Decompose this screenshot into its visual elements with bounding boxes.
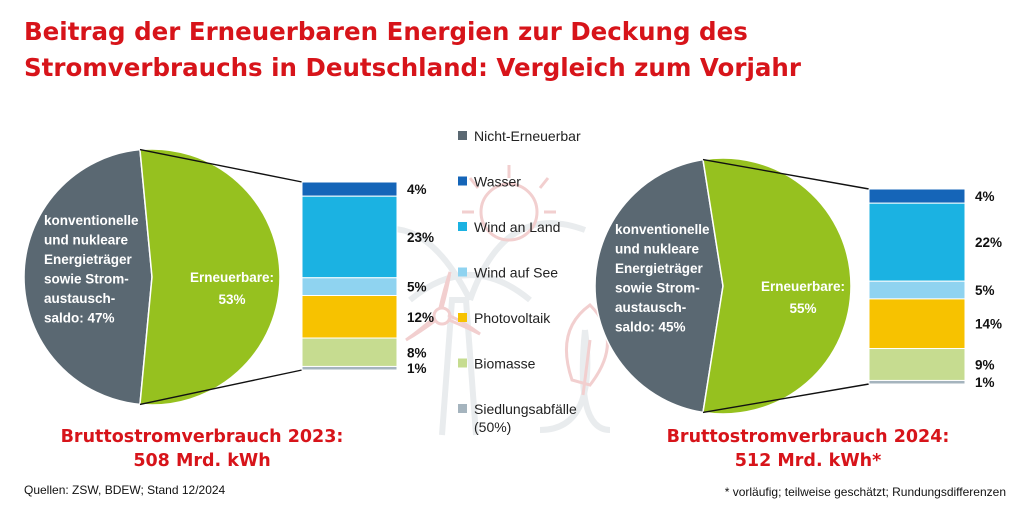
legend-swatch — [458, 267, 467, 277]
legend-swatch — [458, 222, 467, 231]
legend-label: Photovoltaik — [474, 310, 551, 326]
pie-label-erneuerbare: Erneuerbare: 55% — [761, 279, 845, 316]
legend: Nicht-Erneuerbar Wasser Wind an Land Wind a… — [458, 128, 581, 435]
source-note: Quellen: ZSW, BDEW; Stand 12/2024 — [24, 483, 226, 497]
bar-value-label: 22% — [975, 235, 1002, 250]
legend-swatch — [458, 313, 467, 322]
pie-label-nicht-erneuerbar: konventionelle und nukleare Energieträger s… — [615, 222, 710, 335]
bar-segment — [868, 280, 966, 300]
pie-slice-nicht-erneuerbar — [594, 158, 724, 414]
legend-label: Wind an Land — [474, 219, 560, 235]
legend-label: Wasser — [474, 174, 521, 190]
bar-value-label: 8% — [407, 345, 427, 360]
pie-label-nicht-erneuerbar: konventionelle und nukleare Energieträger s… — [44, 213, 139, 326]
subtitle-2024-line-2: 512 Mrd. kWh* — [734, 451, 882, 471]
sun-graphic — [462, 165, 556, 242]
title-line-1: Beitrag der Erneuerbaren Energien zur De… — [24, 17, 748, 46]
bar-value-label: 14% — [975, 317, 1002, 332]
bar-value-label: 23% — [407, 230, 434, 245]
subtitle-2024: Bruttostromverbrauch 2024: 512 Mrd. kWh* — [658, 425, 958, 473]
legend-label: Nicht-Erneuerbar — [474, 128, 581, 144]
connector-line — [139, 148, 303, 183]
legend-swatch — [458, 358, 467, 368]
bar-segment — [868, 188, 966, 204]
bar-segment — [301, 365, 398, 371]
bar-value-label: 4% — [975, 189, 995, 204]
pie-chart-2024: konventionelle und nukleare Energieträger s… — [594, 157, 870, 415]
bar-segment — [301, 195, 398, 279]
bar-segment — [868, 379, 966, 385]
bar-value-label: 9% — [975, 358, 995, 373]
subtitle-2023-line-1: Bruttostromverbrauch 2023: — [60, 427, 344, 447]
subtitle-2024-line-1: Bruttostromverbrauch 2024: — [666, 427, 950, 447]
bar-value-label: 5% — [975, 283, 995, 298]
pie-slice-nicht-erneuerbar — [23, 148, 153, 406]
pie-chart-2023: konventionelle und nukleare Energieträger s… — [23, 148, 303, 406]
legend-label: Wind auf See — [474, 265, 558, 281]
page-title: Beitrag der Erneuerbaren Energien zur De… — [24, 14, 801, 86]
bar-segment — [868, 298, 966, 350]
connector-line — [139, 369, 303, 406]
bar-segment — [301, 295, 398, 339]
bar-segment — [301, 277, 398, 297]
bar-value-label: 4% — [407, 182, 427, 197]
connector-line — [702, 158, 870, 190]
subtitle-2023: Bruttostromverbrauch 2023: 508 Mrd. kWh — [52, 425, 352, 473]
legend-label: Biomasse — [474, 356, 536, 372]
legend-label: Siedlungsabfälle (50%) — [474, 401, 577, 435]
leaf-graphic — [564, 303, 609, 396]
legend-swatch — [458, 131, 467, 140]
bar-segment — [301, 337, 398, 367]
pie-slice-erneuerbare — [702, 157, 852, 415]
connector-line — [702, 383, 870, 414]
bar-segment — [868, 202, 966, 282]
bar-value-label: 12% — [407, 310, 434, 325]
legend-swatch — [458, 176, 467, 186]
pie-label-erneuerbare: Erneuerbare: 53% — [190, 270, 274, 307]
legend-swatch — [458, 404, 467, 413]
pie-slice-erneuerbare — [139, 148, 281, 406]
turbine-graphic — [405, 271, 481, 342]
bar-value-label: 1% — [975, 375, 995, 390]
footnote: * vorläufig; teilweise geschätzt; Rundun… — [724, 485, 1006, 499]
bar-value-label: 5% — [407, 280, 427, 295]
bar-value-label: 1% — [407, 361, 427, 376]
subtitle-2023-line-2: 508 Mrd. kWh — [133, 451, 271, 471]
bar-segment — [301, 181, 398, 197]
breakdown-bar-2023: 4% 23% 5% 12% 8%1% — [301, 181, 434, 376]
title-line-2: Stromverbrauchs in Deutschland: Vergleic… — [24, 53, 801, 82]
breakdown-bar-2024: 4% 22% 5% 14% 9% 1% — [868, 188, 1002, 390]
bar-segment — [868, 348, 966, 381]
